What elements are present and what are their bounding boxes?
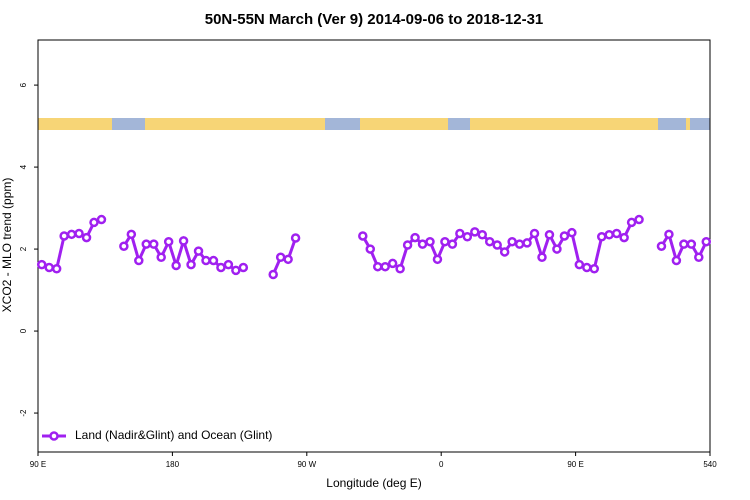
data-point <box>656 241 667 251</box>
data-point <box>358 231 368 241</box>
data-point <box>529 228 540 239</box>
data-point <box>223 259 234 270</box>
data-point <box>186 259 196 270</box>
data-point <box>701 236 712 247</box>
data-point <box>134 255 144 266</box>
data-point <box>574 259 585 270</box>
chart-title: 50N-55N March (Ver 9) 2014-09-06 to 2018… <box>205 11 544 28</box>
data-point <box>619 232 629 243</box>
y-tick-label: 6 <box>19 82 28 87</box>
data-point <box>484 236 495 247</box>
data-point <box>171 260 181 271</box>
data-point <box>51 264 62 274</box>
data-point <box>671 255 682 266</box>
data-point <box>455 228 465 239</box>
plot-frame <box>37 39 711 453</box>
data-point <box>275 252 286 263</box>
data-point <box>664 229 674 240</box>
data-point <box>119 241 129 251</box>
data-point <box>193 246 204 256</box>
data-point <box>156 252 166 263</box>
data-point <box>634 214 644 225</box>
data-point <box>537 252 547 263</box>
data-point <box>477 229 488 240</box>
data-point <box>410 232 420 243</box>
data-point <box>544 229 555 240</box>
data-point <box>589 264 600 274</box>
data-point <box>522 238 532 248</box>
data-point <box>163 236 174 247</box>
x-tick-label: 90 E <box>30 460 46 469</box>
data-point <box>290 233 301 243</box>
data-point <box>96 214 107 225</box>
data-point <box>425 236 435 247</box>
y-tick-label: -2 <box>19 409 28 417</box>
data-point <box>216 262 226 273</box>
data-point <box>679 239 689 249</box>
data-point <box>440 236 450 247</box>
data-point <box>432 254 443 265</box>
data-point <box>567 227 577 238</box>
data-point <box>178 236 189 246</box>
data-point <box>402 240 413 250</box>
y-tick-label: 0 <box>19 328 28 333</box>
data-point <box>626 217 637 228</box>
data-point <box>694 252 704 263</box>
x-tick-label: 90 W <box>297 460 316 469</box>
data-point <box>365 244 376 254</box>
data-point <box>208 255 219 266</box>
data-point <box>596 232 607 242</box>
data-point <box>417 239 428 249</box>
data-point <box>387 258 398 269</box>
data-point <box>470 227 480 237</box>
legend-label: Land (Nadir&Glint) and Ocean (Glint) <box>75 428 272 442</box>
y-axis-label: XCO2 - MLO trend (ppm) <box>0 178 14 313</box>
data-point <box>611 228 622 239</box>
y-tick-label: 4 <box>19 164 28 169</box>
data-point <box>201 255 211 266</box>
y-tick-label: 2 <box>19 246 28 251</box>
data-point <box>462 232 473 242</box>
x-tick-label: 0 <box>439 460 444 469</box>
data-point <box>582 262 592 273</box>
x-tick-label: 180 <box>166 460 180 469</box>
data-point <box>36 259 47 270</box>
data-point <box>148 239 159 249</box>
data-point <box>44 262 54 273</box>
land-ocean-strip <box>38 118 710 130</box>
x-axis-label: Longitude (deg E) <box>326 476 421 490</box>
data-point <box>268 269 278 280</box>
data-point <box>559 231 570 241</box>
data-point <box>141 239 152 249</box>
x-tick-label: 540 <box>703 460 717 469</box>
data-point <box>283 254 293 265</box>
data-point <box>686 239 697 249</box>
data-point <box>66 229 77 240</box>
data-point <box>74 228 84 239</box>
data-point <box>231 265 241 276</box>
data-point <box>507 236 517 247</box>
data-point <box>380 261 390 272</box>
data-point <box>238 262 249 273</box>
x-tick-label: 90 E <box>567 460 583 469</box>
data-point <box>552 244 562 254</box>
data-point <box>395 264 405 274</box>
data-point <box>604 229 614 240</box>
data-point <box>81 232 92 243</box>
data-point <box>492 240 502 250</box>
data-point <box>514 239 525 249</box>
data-point <box>499 247 510 257</box>
legend-marker <box>49 431 59 441</box>
data-point <box>447 239 458 249</box>
data-point <box>59 231 69 241</box>
data-point <box>89 217 99 228</box>
data-point <box>372 261 383 272</box>
data-point <box>126 229 137 240</box>
